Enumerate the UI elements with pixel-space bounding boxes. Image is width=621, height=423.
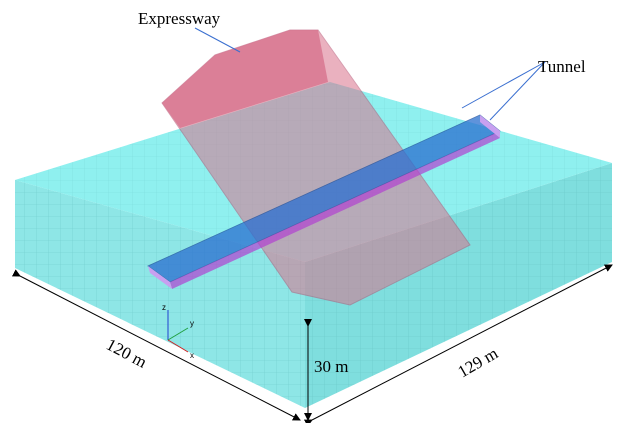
leader-line bbox=[490, 62, 545, 120]
axis-label: y bbox=[190, 319, 194, 328]
depth-label: 30 m bbox=[314, 357, 348, 376]
tunnel-label: Tunnel bbox=[538, 57, 586, 76]
leader-line bbox=[462, 62, 545, 108]
expressway-label: Expressway bbox=[138, 9, 221, 28]
length-label: 120 m bbox=[103, 335, 150, 372]
leader-line bbox=[195, 28, 240, 52]
width-label: 129 m bbox=[455, 344, 502, 382]
axis-label: x bbox=[190, 351, 194, 360]
model-diagram: z y x Expressway Tunnel 120 m 30 m 129 m bbox=[0, 0, 621, 423]
page: z y x Expressway Tunnel 120 m 30 m 129 m… bbox=[0, 0, 621, 423]
axis-label: z bbox=[162, 303, 166, 312]
